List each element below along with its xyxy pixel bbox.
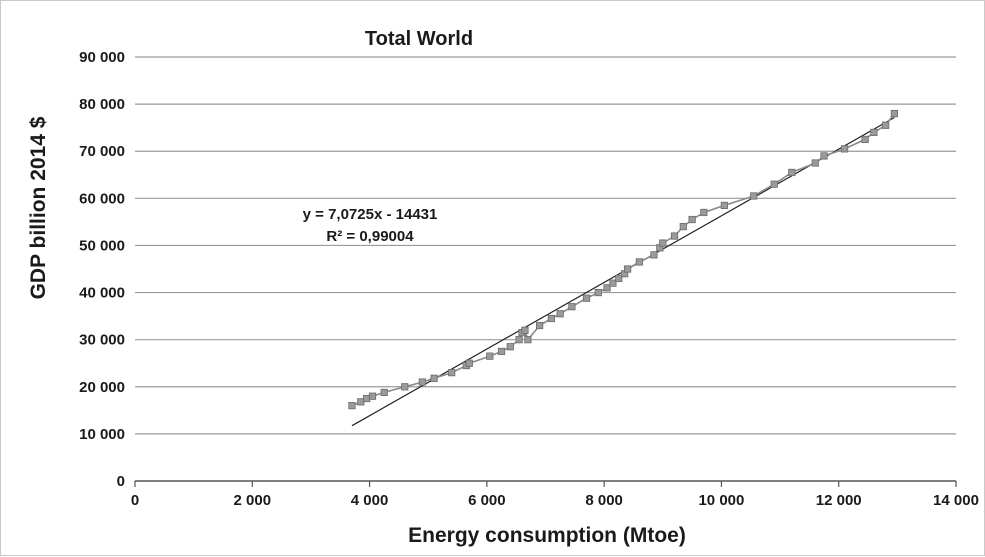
data-point [430,374,438,382]
data-point [368,392,377,400]
x-tick-label: 4 000 [351,492,389,509]
data-point [890,109,899,118]
x-tick-label: 8 000 [585,492,623,509]
data-point [635,258,643,266]
data-point [788,168,796,177]
x-tick-label: 14 000 [933,492,979,509]
series-line [351,113,896,407]
gridlines [135,56,956,435]
x-tick-label: 12 000 [816,492,862,509]
data-point [624,265,632,273]
x-tick-label: 10 000 [698,492,744,509]
labels: Total World Energy consumption (Mtoe) GD… [27,28,686,547]
y-tick-label: 50 000 [79,237,125,254]
y-tick-label: 70 000 [79,143,125,160]
data-point [465,359,473,367]
data-point [840,145,849,153]
data-point [770,180,778,188]
axes: 0 10 000 20 000 30 000 40 000 50 000 60 000 70 … [79,49,979,509]
data-point [363,394,371,403]
data-point [582,294,591,302]
y-tick-label: 0 [117,473,125,490]
data-point [486,352,494,360]
data-point [679,222,687,231]
data-point [615,274,623,283]
r-squared-label: R² = 0,99004 [326,228,414,245]
data-point [515,336,523,344]
data-point [882,121,890,129]
data-point [536,321,544,330]
data-point [568,303,576,311]
data-point [524,336,532,344]
x-tick-label: 6 000 [468,492,506,509]
x-tick-label: 0 [131,492,139,509]
series-layer [348,109,899,410]
y-tick-label: 20 000 [79,379,125,396]
data-point [688,215,696,224]
y-axis-label: GDP billion 2014 $ [27,116,50,299]
data-point [811,159,819,167]
data-point [357,398,365,406]
data-point [609,279,617,287]
data-point [506,343,514,351]
y-tick-label: 60 000 [79,190,125,207]
data-point [870,128,878,136]
data-point [670,232,679,240]
trendline-equation: y = 7,0725x - 14431 [303,206,438,223]
y-tick-label: 80 000 [79,96,125,113]
y-tick-label: 90 000 [79,49,125,66]
data-point [348,402,356,410]
data-point [720,201,728,209]
data-point [650,251,658,259]
x-tick-label: 2 000 [234,492,272,509]
data-point [700,208,708,217]
data-point [448,369,456,377]
data-point [861,135,869,144]
data-point [418,378,426,386]
x-axis-label: Energy consumption (Mtoe) [408,524,686,547]
y-tick-label: 30 000 [79,332,125,349]
data-point [594,288,602,297]
data-point [380,388,388,397]
data-point [603,284,611,292]
data-point [521,326,529,334]
y-tick-label: 40 000 [79,285,125,302]
data-point [497,347,506,356]
data-point [659,239,667,247]
data-point [750,192,758,200]
data-point [556,310,564,318]
chart-title: Total World [365,28,473,50]
y-tick-label: 10 000 [79,426,125,443]
data-point [401,383,409,391]
data-point [820,152,828,160]
data-point [547,314,555,323]
